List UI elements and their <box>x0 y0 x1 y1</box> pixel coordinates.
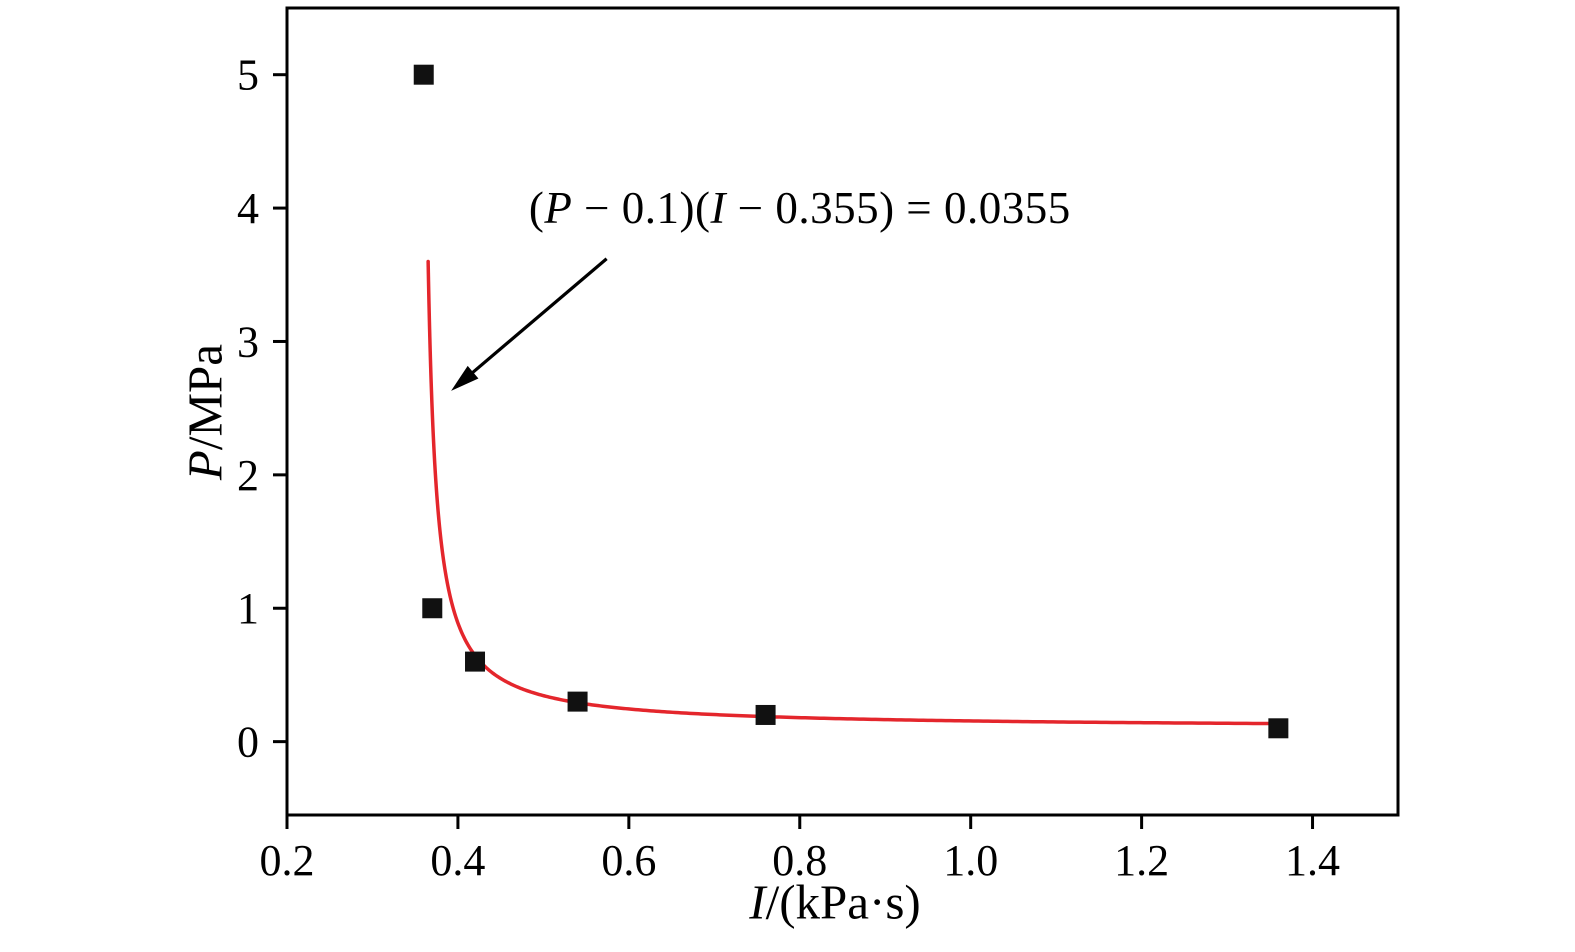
x-tick-label: 0.8 <box>772 836 827 885</box>
equation-text: − 0.1)( <box>572 183 711 234</box>
data-point-marker <box>755 704 776 725</box>
y-tick-label: 5 <box>237 51 259 100</box>
x-label-variable: I <box>749 874 766 930</box>
data-point-marker <box>422 598 443 619</box>
plot-frame <box>285 6 1400 817</box>
y-tick-label: 2 <box>237 451 259 500</box>
y-axis-label: P/MPa <box>177 343 234 479</box>
y-label-variable: P <box>177 449 233 480</box>
equation-text: ( <box>528 183 545 234</box>
data-point-marker <box>1268 718 1289 739</box>
x-tick-label: 0.2 <box>260 836 315 885</box>
y-tick-label: 0 <box>237 718 259 767</box>
x-tick-label: 1.4 <box>1285 836 1340 885</box>
x-tick-label: 1.0 <box>943 836 998 885</box>
annotation-arrow-head <box>451 365 479 391</box>
x-label-text: /(kPa·s) <box>765 874 921 930</box>
data-point-marker <box>413 64 434 85</box>
x-axis-label: I/(kPa·s) <box>749 874 920 931</box>
annotation-arrow-line <box>463 257 608 381</box>
data-point-marker <box>465 651 486 672</box>
fit-equation-annotation: (P − 0.1)(I − 0.355) = 0.0355 <box>529 182 1071 234</box>
x-tick-label: 0.6 <box>601 836 656 885</box>
x-tick-label: 1.2 <box>1114 836 1169 885</box>
x-tick-label: 0.4 <box>430 836 485 885</box>
equation-text: − 0.355) = 0.0355 <box>725 183 1071 234</box>
y-tick-label: 4 <box>237 184 259 233</box>
equation-variable: P <box>544 183 573 234</box>
y-tick-label: 3 <box>237 317 259 366</box>
equation-variable: I <box>710 183 726 234</box>
y-label-text: /MPa <box>177 343 233 450</box>
fit-curve <box>426 259 1281 726</box>
data-point-marker <box>567 691 588 712</box>
y-tick-label: 1 <box>237 584 259 633</box>
